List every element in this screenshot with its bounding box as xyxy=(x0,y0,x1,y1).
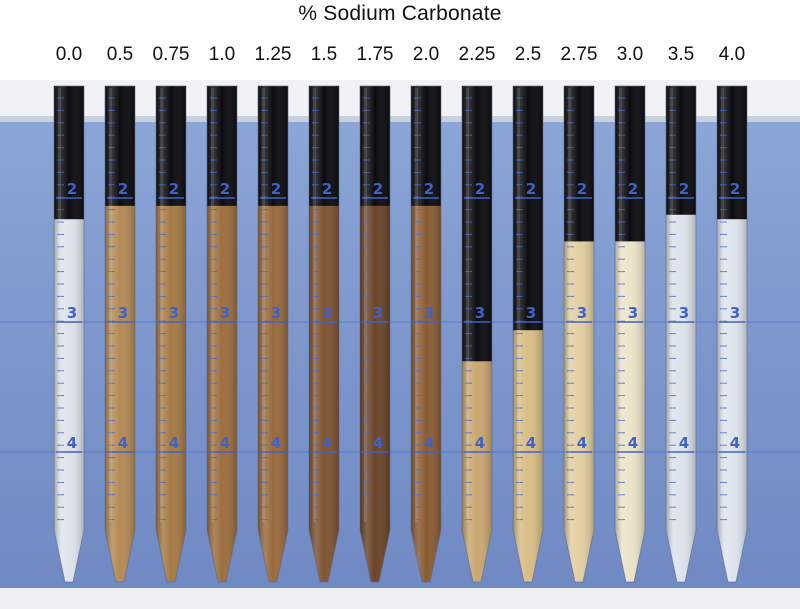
conc-label-3: 0.75 xyxy=(152,44,190,65)
conc-label-2: 0.5 xyxy=(106,44,134,65)
test-tube: 2 3 4 xyxy=(104,85,136,583)
rack-base xyxy=(0,588,800,609)
svg-text:4: 4 xyxy=(373,434,383,452)
test-tube: 2 3 4 xyxy=(257,85,289,583)
svg-text:3: 3 xyxy=(322,304,332,322)
conc-label-4: 1.0 xyxy=(208,44,236,65)
svg-text:3: 3 xyxy=(679,304,689,322)
svg-text:4: 4 xyxy=(118,434,128,452)
figure-title: % Sodium Carbonate xyxy=(298,2,502,25)
svg-text:4: 4 xyxy=(271,434,281,452)
test-tube: 2 3 4 xyxy=(716,85,748,583)
test-tube: 2 3 4 xyxy=(512,85,544,583)
svg-text:3: 3 xyxy=(271,304,281,322)
test-tube: 2 3 4 xyxy=(461,85,493,583)
conc-label-14: 4.0 xyxy=(718,44,746,65)
test-tube: 2 3 4 xyxy=(206,85,238,583)
svg-text:4: 4 xyxy=(169,434,179,452)
test-tube: 2 3 4 xyxy=(308,85,340,583)
svg-text:4: 4 xyxy=(475,434,485,452)
svg-text:3: 3 xyxy=(118,304,128,322)
svg-text:3: 3 xyxy=(169,304,179,322)
svg-text:2: 2 xyxy=(679,180,689,198)
svg-text:2: 2 xyxy=(577,180,587,198)
svg-text:3: 3 xyxy=(424,304,434,322)
svg-text:4: 4 xyxy=(730,434,740,452)
test-tube: 2 3 4 xyxy=(53,85,85,583)
svg-text:2: 2 xyxy=(322,180,332,198)
conc-label-7: 1.75 xyxy=(356,44,394,65)
svg-text:4: 4 xyxy=(322,434,332,452)
svg-text:4: 4 xyxy=(67,434,77,452)
conc-label-11: 2.75 xyxy=(560,44,598,65)
conc-label-12: 3.0 xyxy=(616,44,644,65)
svg-text:2: 2 xyxy=(373,180,383,198)
conc-label-8: 2.0 xyxy=(412,44,440,65)
test-tube: 2 3 4 xyxy=(410,85,442,583)
svg-text:4: 4 xyxy=(526,434,536,452)
svg-text:2: 2 xyxy=(67,180,77,198)
svg-text:4: 4 xyxy=(220,434,230,452)
svg-text:2: 2 xyxy=(424,180,434,198)
svg-text:2: 2 xyxy=(271,180,281,198)
svg-text:2: 2 xyxy=(730,180,740,198)
svg-text:2: 2 xyxy=(526,180,536,198)
test-tube: 2 3 4 xyxy=(665,85,697,583)
svg-text:3: 3 xyxy=(526,304,536,322)
conc-label-9: 2.25 xyxy=(458,44,496,65)
conc-label-1: 0.0 xyxy=(55,44,83,65)
svg-text:3: 3 xyxy=(220,304,230,322)
conc-label-10: 2.5 xyxy=(514,44,542,65)
svg-text:4: 4 xyxy=(424,434,434,452)
conc-label-13: 3.5 xyxy=(667,44,695,65)
test-tube: 2 3 4 xyxy=(359,85,391,583)
svg-text:3: 3 xyxy=(577,304,587,322)
test-tube: 2 3 4 xyxy=(614,85,646,583)
svg-text:3: 3 xyxy=(628,304,638,322)
svg-text:3: 3 xyxy=(730,304,740,322)
svg-text:2: 2 xyxy=(169,180,179,198)
concentration-labels: 0.0 0.5 0.75 1.0 1.25 1.5 1.75 2.0 2.25 … xyxy=(0,44,800,72)
svg-text:2: 2 xyxy=(475,180,485,198)
test-tube: 2 3 4 xyxy=(155,85,187,583)
test-tube: 2 3 4 xyxy=(563,85,595,583)
svg-text:3: 3 xyxy=(475,304,485,322)
svg-text:2: 2 xyxy=(118,180,128,198)
conc-label-5: 1.25 xyxy=(254,44,292,65)
svg-text:2: 2 xyxy=(628,180,638,198)
svg-text:3: 3 xyxy=(67,304,77,322)
svg-text:4: 4 xyxy=(679,434,689,452)
svg-text:4: 4 xyxy=(577,434,587,452)
svg-text:2: 2 xyxy=(220,180,230,198)
conc-label-6: 1.5 xyxy=(310,44,338,65)
svg-text:4: 4 xyxy=(628,434,638,452)
svg-text:3: 3 xyxy=(373,304,383,322)
